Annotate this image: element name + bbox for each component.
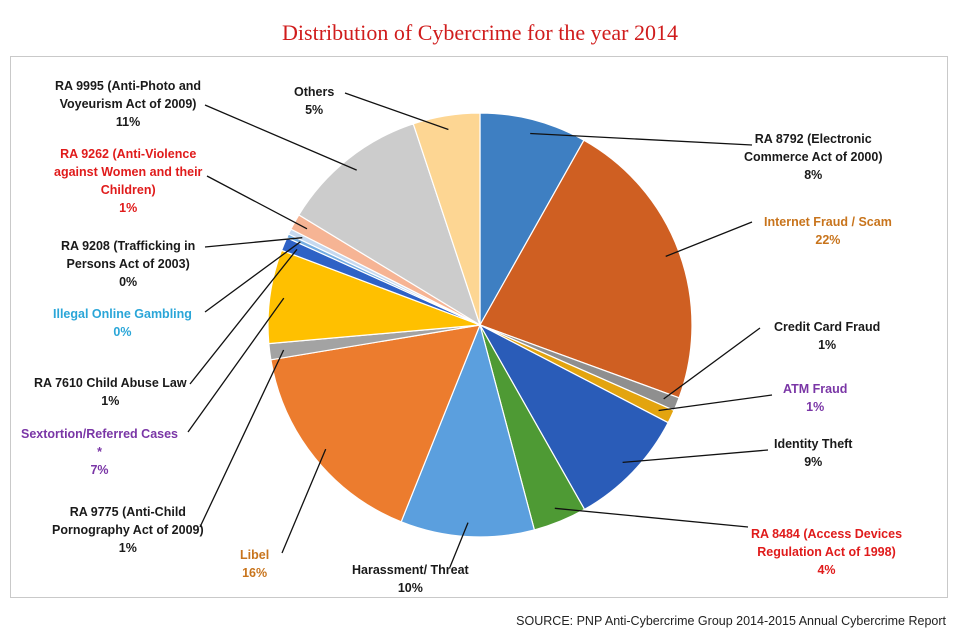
slice-label-sextortion: Sextortion/Referred Cases * 7% (21, 425, 178, 479)
slice-label-text: Harassment/ Threat (352, 563, 469, 577)
leader-line-ra9995 (204, 104, 357, 171)
slice-label-text: Libel (240, 548, 270, 562)
slice-label-ra9262: RA 9262 (Anti-Violence against Women and … (54, 145, 202, 217)
slice-label-text: RA 7610 Child Abuse Law (34, 376, 187, 390)
slice-percent: 9% (804, 455, 823, 469)
leader-line-ra9262 (206, 175, 308, 230)
slice-label-text: Sextortion/Referred Cases (21, 427, 179, 441)
slice-label-text: RA 9208 (Trafficking in (61, 239, 196, 253)
slice-label-text: Children) (100, 183, 156, 197)
leader-line-ra9208 (204, 237, 303, 248)
slice-label-text: against Women and their (54, 165, 203, 179)
slice-label-ra7610: RA 7610 Child Abuse Law 1% (34, 374, 187, 410)
slice-percent: 5% (305, 103, 324, 117)
pie-slice-ra9995 (297, 123, 482, 327)
slice-percent: 7% (90, 463, 109, 477)
slice-label-online-gambling: Illegal Online Gambling 0% (53, 305, 192, 341)
leader-line-atm-fraud (658, 394, 773, 412)
leader-line-sextortion (187, 297, 285, 433)
slice-label-identity-theft: Identity Theft 9% (774, 435, 852, 471)
slice-label-text: Internet Fraud / Scam (764, 215, 892, 229)
leader-line-others (344, 92, 449, 131)
slice-percent: 1% (119, 201, 138, 215)
pie-slice-ra8792 (479, 112, 585, 328)
leader-line-ra8484 (554, 507, 749, 528)
leader-line-ra9775 (199, 349, 285, 528)
slice-label-libel: Libel 16% (240, 546, 269, 582)
slice-label-ra9775: RA 9775 (Anti-Child Pornography Act of 20… (52, 503, 204, 557)
slice-percent: 1% (101, 394, 120, 408)
chart-title: Distribution of Cybercrime for the year … (282, 20, 678, 45)
leader-line-credit-card (663, 327, 761, 400)
slice-label-text: Credit Card Fraud (774, 320, 881, 334)
slice-label-ra8792: RA 8792 (Electronic Commerce Act of 2000)… (744, 130, 882, 184)
slice-percent: 0% (119, 275, 138, 289)
slice-label-text: Voyeurism Act of 2009) (59, 97, 197, 111)
leader-line-libel (281, 448, 327, 554)
slice-percent: 10% (397, 581, 423, 595)
slice-percent: 22% (815, 233, 841, 247)
slice-label-text: Identity Theft (774, 437, 853, 451)
slice-label-text: Persons Act of 2003) (66, 257, 190, 271)
slice-label-atm-fraud: ATM Fraud 1% (783, 380, 847, 416)
leader-line-harassment (449, 522, 469, 568)
slice-label-text: Commerce Act of 2000) (744, 150, 883, 164)
slice-label-ra9995: RA 9995 (Anti-Photo and Voyeurism Act of … (55, 77, 201, 131)
slice-label-text: * (97, 445, 102, 459)
slice-label-harassment: Harassment/ Threat 10% (352, 561, 469, 597)
slice-label-credit-card: Credit Card Fraud 1% (774, 318, 880, 354)
slice-label-text: Illegal Online Gambling (53, 307, 192, 321)
slice-label-text: RA 9995 (Anti-Photo and (55, 79, 202, 93)
leader-line-identity-theft (622, 449, 769, 464)
slice-label-others: Others 5% (294, 83, 334, 119)
chart-frame (10, 56, 948, 598)
slice-label-text: Others (294, 85, 335, 99)
slice-percent: 1% (806, 400, 825, 414)
slice-percent: 0% (113, 325, 132, 339)
leader-line-online-gambling (204, 241, 301, 313)
pie-slice-identity-theft (478, 323, 669, 511)
leader-line-ra8792 (530, 132, 753, 146)
slice-label-internet-fraud: Internet Fraud / Scam 22% (764, 213, 892, 249)
slice-label-text: RA 8792 (Electronic (754, 132, 872, 146)
pie-slice-libel (270, 324, 481, 523)
leader-line-ra7610 (189, 248, 298, 385)
pie-slice-harassment (400, 323, 536, 538)
slice-percent: 4% (817, 563, 836, 577)
slice-percent: 1% (818, 338, 837, 352)
slice-label-ra8484: RA 8484 (Access Devices Regulation Act of… (751, 525, 902, 579)
slice-percent: 1% (118, 541, 137, 555)
pie-slice-others (412, 112, 481, 326)
slice-label-text: RA 9775 (Anti-Child (69, 505, 186, 519)
slice-percent: 16% (242, 566, 268, 580)
slice-percent: 8% (804, 168, 823, 182)
slice-label-text: ATM Fraud (783, 382, 848, 396)
source-note: SOURCE: PNP Anti-Cybercrime Group 2014-2… (516, 614, 946, 628)
slice-label-text: Regulation Act of 1998) (757, 545, 896, 559)
slice-label-text: RA 9262 (Anti-Violence (60, 147, 197, 161)
leader-line-internet-fraud (665, 221, 753, 258)
slice-label-text: RA 8484 (Access Devices (751, 527, 903, 541)
slice-label-ra9208: RA 9208 (Trafficking in Persons Act of 20… (61, 237, 195, 291)
slice-percent: 11% (115, 115, 141, 129)
slice-label-text: Pornography Act of 2009) (52, 523, 204, 537)
